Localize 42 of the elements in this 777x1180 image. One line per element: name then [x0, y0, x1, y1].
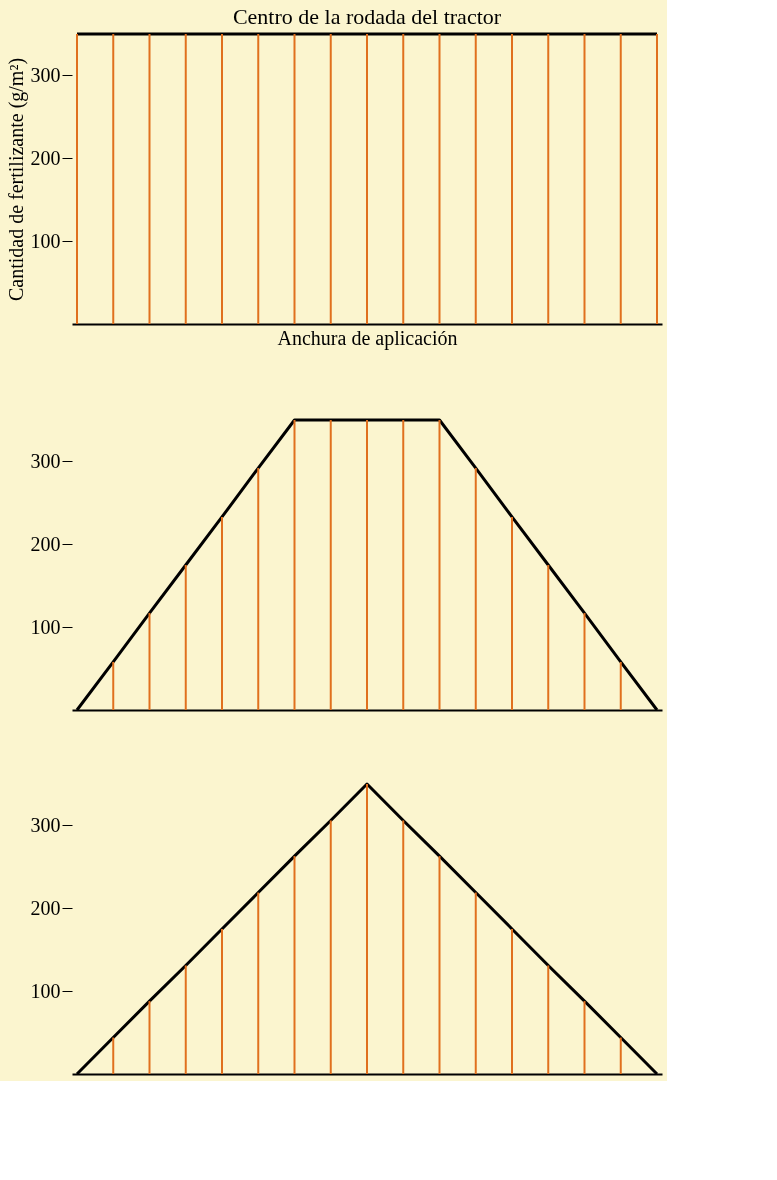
bar: [329, 820, 332, 1074]
bar: [148, 613, 151, 710]
bar: [474, 468, 477, 710]
bar: [184, 965, 187, 1074]
bar: [402, 420, 405, 710]
bar: [148, 1001, 151, 1074]
bar: [547, 565, 550, 710]
y-axis-title: Cantidad de fertilizante (g/m²): [4, 57, 28, 302]
bar: [221, 929, 223, 1074]
y-tick-label: 300: [30, 813, 61, 836]
y-tick-label: 200: [30, 146, 61, 169]
bar: [619, 1037, 622, 1074]
bar: [438, 856, 441, 1074]
bar: [112, 661, 115, 710]
bar: [438, 420, 441, 710]
bar: [366, 420, 368, 710]
bar: [257, 892, 260, 1074]
bar: [583, 613, 586, 710]
bar: [221, 516, 223, 710]
bar: [293, 856, 296, 1074]
chart-title: Centro de la rodada del tractor: [232, 3, 502, 29]
bar: [329, 420, 332, 710]
bar: [511, 929, 513, 1074]
y-tick-label: 300: [30, 449, 61, 472]
y-tick-label: 300: [30, 63, 61, 86]
y-tick-label: 100: [30, 615, 61, 638]
y-tick-label: 100: [30, 979, 61, 1002]
bar: [366, 784, 368, 1074]
y-tick-label: 200: [30, 896, 61, 919]
y-tick-label: 100: [30, 229, 61, 252]
bar: [257, 468, 260, 710]
bar: [619, 661, 622, 710]
bar: [474, 892, 477, 1074]
bar: [402, 820, 405, 1074]
bar: [112, 1037, 115, 1074]
x-axis-title: Anchura de aplicación: [277, 326, 458, 350]
bar: [511, 516, 513, 710]
y-tick-label: 200: [30, 532, 61, 555]
bar: [184, 565, 187, 710]
bar: [583, 1001, 586, 1074]
bar: [293, 420, 296, 710]
bar: [547, 965, 550, 1074]
